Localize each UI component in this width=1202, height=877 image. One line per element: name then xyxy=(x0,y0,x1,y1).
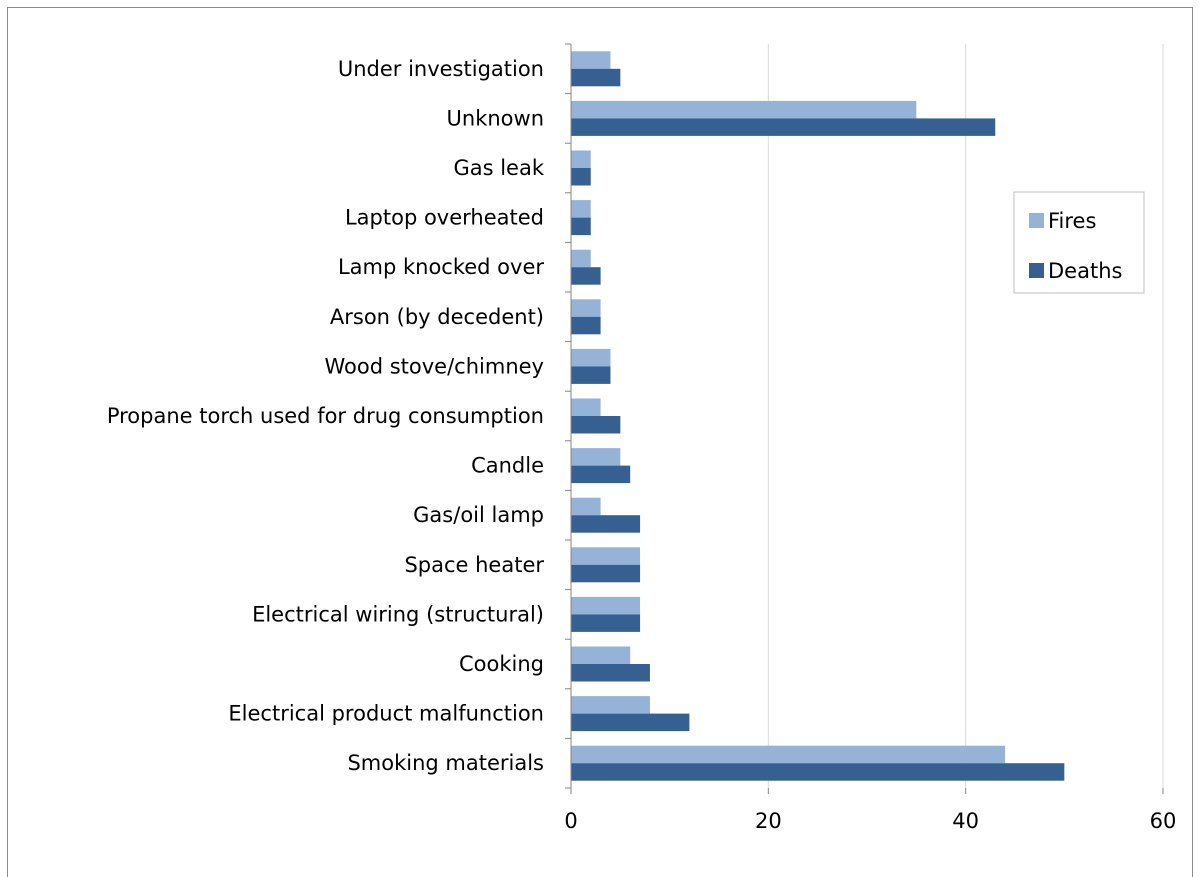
bar-deaths xyxy=(571,316,601,335)
bar-fires xyxy=(571,398,601,416)
category-label: Cooking xyxy=(459,652,544,676)
category-label: Laptop overheated xyxy=(345,206,544,230)
category-label: Propane torch used for drug consumption xyxy=(107,404,544,428)
category-label: Space heater xyxy=(404,553,544,577)
bar-fires xyxy=(571,745,1006,764)
bar-fires xyxy=(571,448,621,466)
bar-deaths xyxy=(571,465,631,484)
bar-deaths xyxy=(571,217,591,236)
bar-fires xyxy=(571,696,650,714)
bar-deaths xyxy=(571,664,650,682)
bar-fires xyxy=(571,497,601,516)
legend-label-fires: Fires xyxy=(1048,209,1096,233)
bar-fires xyxy=(571,646,631,664)
bar-fires xyxy=(571,249,591,268)
category-label: Electrical product malfunction xyxy=(228,702,544,726)
category-label: Smoking materials xyxy=(347,751,544,775)
bar-fires xyxy=(571,596,641,615)
category-label: Lamp knocked over xyxy=(338,255,544,279)
bar-fires xyxy=(571,299,601,317)
bar-fires xyxy=(571,51,611,69)
category-label: Unknown xyxy=(447,106,544,130)
category-label: Electrical wiring (structural) xyxy=(252,602,544,626)
bar-deaths xyxy=(571,267,601,285)
x-tick-label: 60 xyxy=(1150,809,1177,833)
bar-deaths xyxy=(571,366,611,384)
legend-swatch-fires xyxy=(1029,213,1044,228)
legend-swatch-deaths xyxy=(1029,263,1044,278)
category-label: Gas/oil lamp xyxy=(413,503,544,527)
bar-fires xyxy=(571,150,591,168)
bar-deaths xyxy=(571,168,591,186)
bar-fires xyxy=(571,547,641,565)
bar-fires xyxy=(571,200,591,218)
bar-deaths xyxy=(571,118,996,136)
bar-deaths xyxy=(571,614,641,632)
bars xyxy=(571,51,1065,781)
bar-fires xyxy=(571,100,917,119)
category-label: Arson (by decedent) xyxy=(330,305,544,329)
x-tick-label: 20 xyxy=(755,809,782,833)
x-tick-label: 40 xyxy=(952,809,979,833)
bar-deaths xyxy=(571,515,641,533)
category-label: Gas leak xyxy=(453,156,544,180)
chart-frame xyxy=(7,7,1193,877)
bar-deaths xyxy=(571,564,641,583)
gridlines xyxy=(767,44,1164,788)
bar-deaths xyxy=(571,68,621,87)
category-label: Wood stove/chimney xyxy=(325,354,545,378)
bar-deaths xyxy=(571,763,1065,781)
bar-deaths xyxy=(571,713,690,732)
legend: Fires Deaths xyxy=(1013,191,1145,294)
category-label: Under investigation xyxy=(338,57,544,81)
category-label: Candle xyxy=(471,454,544,478)
bar-deaths xyxy=(571,416,621,434)
axes: 0 20 40 60 xyxy=(564,43,1177,833)
legend-label-deaths: Deaths xyxy=(1048,259,1122,283)
x-tick-label: 0 xyxy=(564,809,577,833)
bar-fires xyxy=(571,348,611,367)
category-labels: Under investigation Unknown Gas leak Laptop… xyxy=(107,57,545,775)
